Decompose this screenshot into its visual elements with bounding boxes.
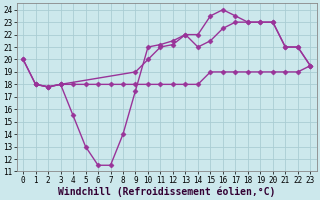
X-axis label: Windchill (Refroidissement éolien,°C): Windchill (Refroidissement éolien,°C) xyxy=(58,186,276,197)
